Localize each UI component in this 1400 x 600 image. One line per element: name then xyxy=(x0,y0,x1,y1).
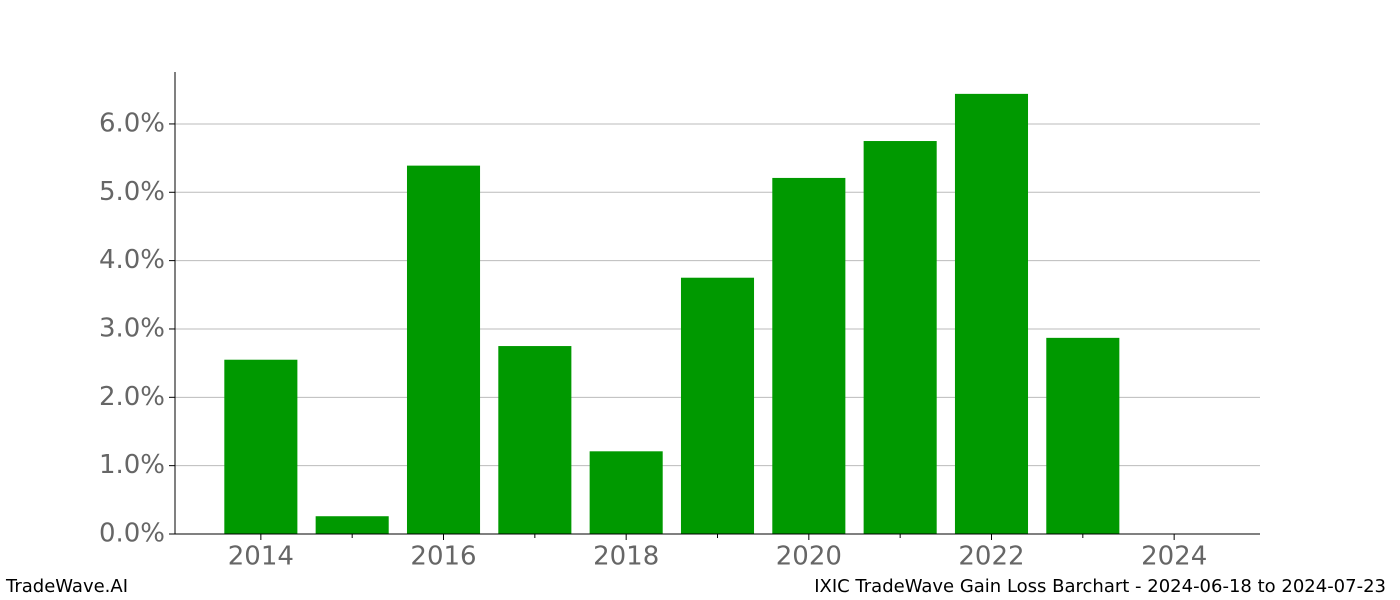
bar xyxy=(315,516,389,534)
x-tick-label: 2024 xyxy=(1141,542,1207,572)
y-tick-label: 6.0% xyxy=(99,108,165,138)
bar xyxy=(954,93,1029,535)
y-tick-label: 1.0% xyxy=(99,450,165,480)
bar xyxy=(406,165,481,534)
x-tick-label: 2014 xyxy=(228,542,294,572)
footer-right: IXIC TradeWave Gain Loss Barchart - 2024… xyxy=(814,576,1386,597)
y-tick-label: 5.0% xyxy=(99,177,165,207)
x-tick-label: 2016 xyxy=(410,542,476,572)
x-tick-label: 2018 xyxy=(593,542,659,572)
footer-left: TradeWave.AI xyxy=(5,576,128,597)
bar xyxy=(1046,337,1120,534)
bar xyxy=(498,346,572,534)
y-tick-label: 3.0% xyxy=(99,313,165,343)
bar xyxy=(589,451,663,534)
y-tick-label: 0.0% xyxy=(99,519,165,549)
bar xyxy=(772,177,846,534)
bar xyxy=(224,359,298,534)
x-tick-label: 2020 xyxy=(776,542,842,572)
y-tick-label: 2.0% xyxy=(99,382,165,412)
bar xyxy=(680,277,755,534)
bar xyxy=(863,141,937,535)
x-tick-label: 2022 xyxy=(958,542,1024,572)
y-tick-label: 4.0% xyxy=(99,245,165,275)
